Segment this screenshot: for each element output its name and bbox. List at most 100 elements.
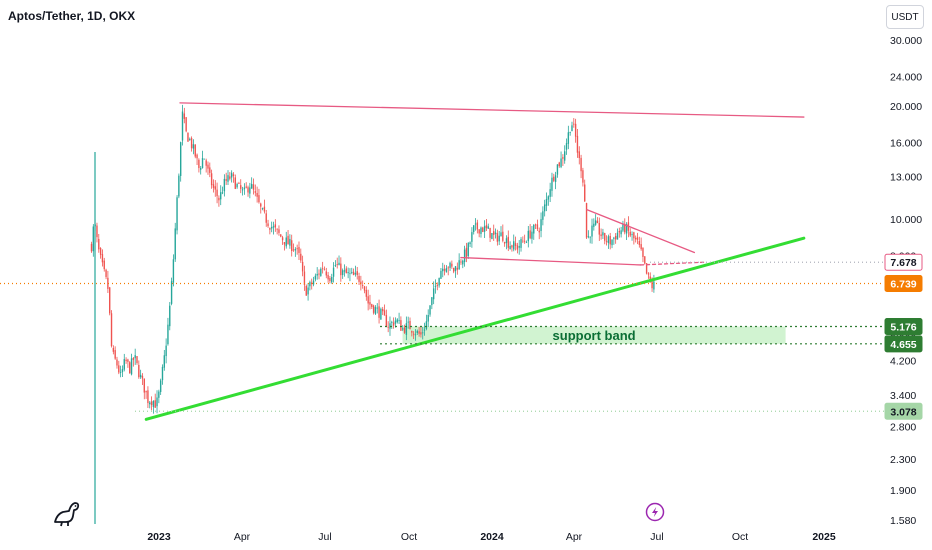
candle	[300, 248, 302, 263]
candle	[272, 221, 275, 235]
x-tick-label: 2024	[480, 531, 504, 543]
candle	[638, 236, 641, 248]
candle	[276, 228, 278, 235]
candle-body	[465, 247, 468, 257]
candle	[129, 361, 131, 374]
support-band-layer	[402, 326, 786, 344]
candle-body	[96, 225, 98, 238]
x-tick-label: Jul	[318, 531, 331, 543]
candle-body	[116, 359, 118, 366]
candle-body	[494, 232, 497, 234]
candle	[256, 186, 258, 203]
candle	[176, 195, 178, 235]
candle	[143, 378, 145, 400]
candle	[596, 217, 599, 224]
candle-body	[622, 223, 624, 231]
candle-body	[412, 333, 415, 335]
price-badge: 3.078	[884, 402, 923, 420]
candle-body	[551, 177, 553, 191]
candle	[236, 182, 238, 189]
candle-body	[503, 242, 506, 244]
candle	[513, 234, 515, 252]
candle-body	[136, 356, 138, 363]
candle-body	[331, 277, 333, 283]
candle-body	[218, 197, 220, 201]
candle	[254, 184, 257, 197]
candle	[154, 393, 156, 408]
candle-body	[256, 192, 258, 197]
candle	[178, 173, 180, 199]
candle	[520, 237, 522, 252]
candle	[434, 279, 437, 294]
candle	[318, 269, 320, 280]
candle-body	[493, 231, 495, 235]
candle	[361, 280, 364, 289]
candle	[536, 219, 539, 231]
candle	[325, 267, 327, 279]
candle	[542, 206, 544, 226]
candle	[518, 240, 520, 255]
lightning-bolt-icon[interactable]	[645, 502, 665, 522]
candle	[234, 174, 236, 190]
candle	[347, 267, 349, 279]
candle	[593, 218, 595, 231]
candle-body	[323, 269, 326, 271]
candle-body	[649, 276, 651, 281]
candle-body	[316, 273, 318, 276]
candle-body	[298, 247, 300, 253]
candle-body	[241, 189, 244, 191]
candle-body	[584, 184, 586, 202]
candle-body	[449, 262, 451, 268]
candle-body	[354, 272, 357, 275]
candle	[152, 400, 155, 414]
candle	[332, 262, 335, 283]
currency-button[interactable]: USDT	[886, 5, 924, 29]
candle-body	[562, 157, 564, 159]
candle	[516, 242, 519, 254]
candle	[398, 312, 400, 325]
candle-body	[243, 187, 246, 190]
candle	[216, 182, 218, 204]
candle-body	[392, 322, 395, 326]
candle-body	[482, 227, 484, 232]
candle	[212, 179, 215, 193]
candle-body	[418, 331, 420, 334]
candle	[522, 236, 524, 244]
candle	[556, 164, 559, 178]
candle-body	[270, 226, 273, 229]
candle	[205, 158, 207, 173]
candle	[613, 236, 615, 245]
candle	[402, 325, 404, 332]
candle	[198, 158, 200, 173]
candle-body	[500, 232, 502, 237]
candle-body	[511, 245, 513, 248]
candle	[221, 186, 224, 195]
price-badge-box	[884, 253, 923, 271]
candle-body	[634, 237, 637, 240]
candle	[380, 307, 382, 320]
candle	[418, 326, 420, 337]
candle	[163, 349, 166, 371]
tradingview-dino-icon[interactable]	[54, 502, 80, 527]
x-axis[interactable]: 2023 Apr Jul Oct 2024 Apr Jul Oct 2025	[147, 531, 836, 543]
candle	[169, 302, 171, 331]
candle-body	[365, 289, 368, 297]
candle	[589, 236, 591, 244]
candle-body	[580, 157, 582, 172]
candle-body	[587, 236, 590, 238]
candle-body	[347, 272, 349, 274]
candle-body	[232, 174, 235, 176]
x-tick-label: Jul	[650, 531, 663, 543]
candle-body	[400, 320, 402, 331]
candle	[642, 247, 644, 263]
candle-body	[573, 123, 575, 125]
candle-body	[385, 315, 388, 327]
candle	[478, 229, 480, 238]
candle	[351, 267, 353, 275]
candle	[103, 257, 105, 272]
candle-body	[429, 305, 431, 315]
candle-body	[620, 230, 622, 235]
candle	[305, 284, 307, 296]
candle-body	[372, 305, 375, 313]
